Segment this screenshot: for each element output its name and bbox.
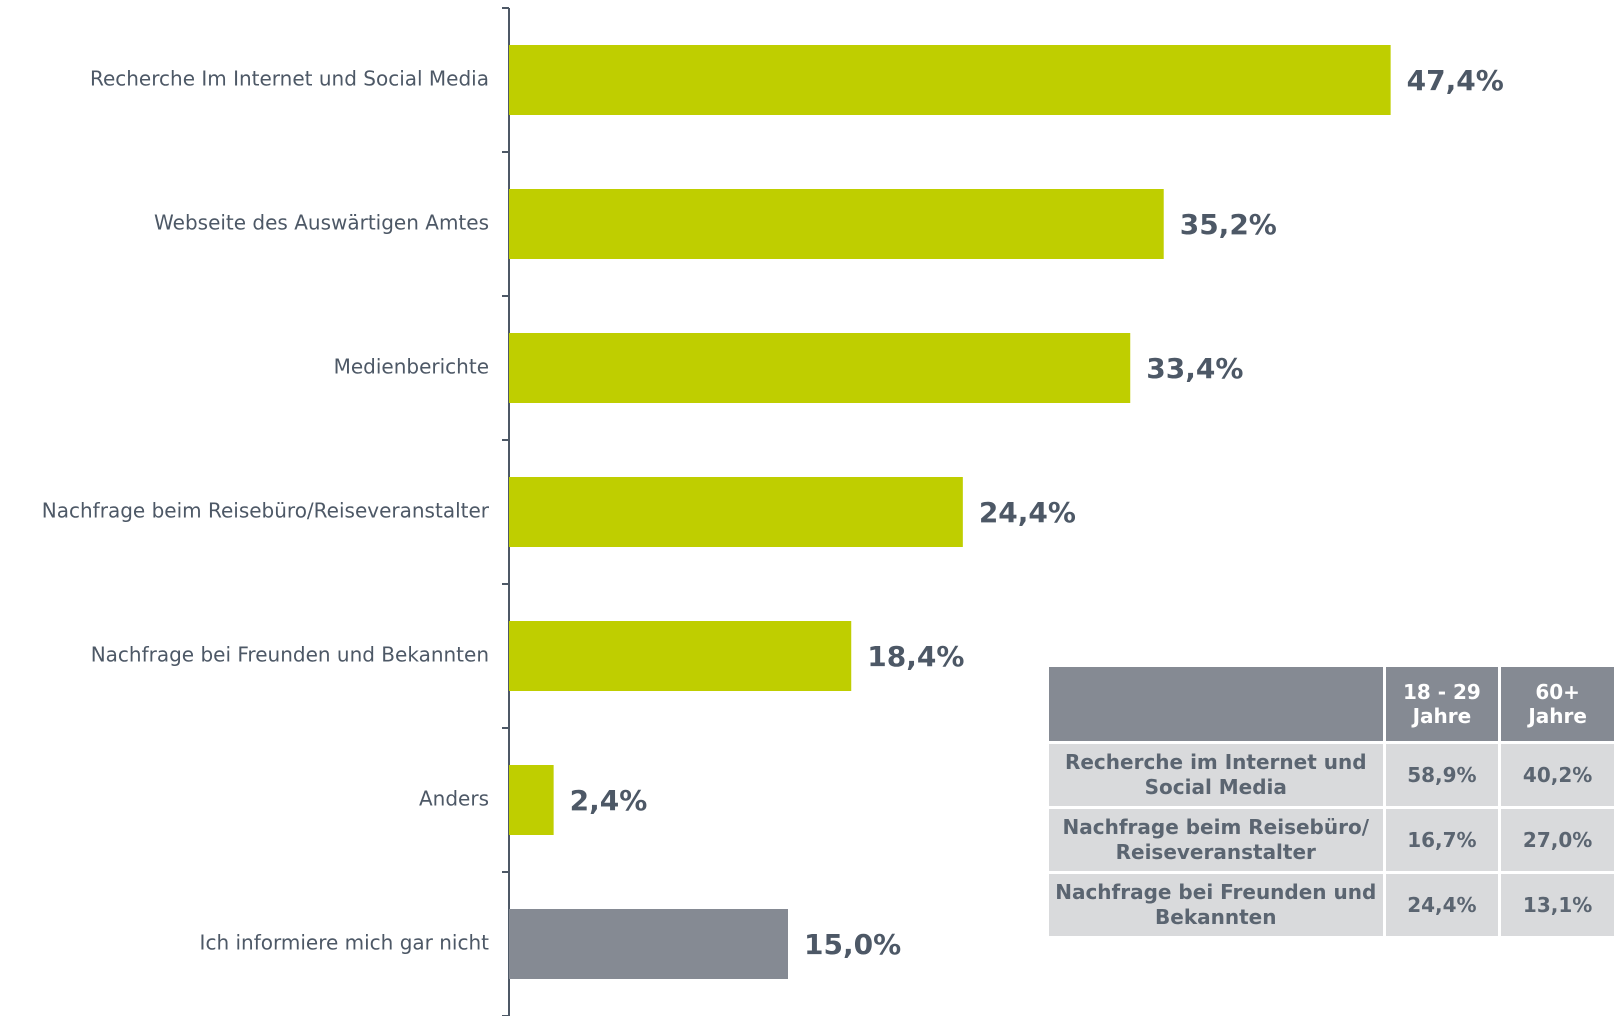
category-label: Nachfrage bei Freunden und Bekannten <box>91 643 489 667</box>
table-cell: Recherche im Internet und Social Media <box>1046 741 1386 809</box>
bar <box>509 45 1391 115</box>
table-cell: 24,4% <box>1382 871 1502 939</box>
table-cell: 27,0% <box>1498 806 1617 874</box>
data-label: 33,4% <box>1146 352 1243 385</box>
category-label: Ich informiere mich gar nicht <box>200 931 490 955</box>
table-cell: Nachfrage bei Freunden und Bekannten <box>1046 871 1386 939</box>
table-cell: Nachfrage beim Reisebüro/ Reiseveranstal… <box>1046 806 1386 874</box>
data-label: 2,4% <box>570 784 648 817</box>
data-label: 15,0% <box>804 928 901 961</box>
data-label: 47,4% <box>1407 64 1504 97</box>
table-header <box>1046 664 1386 744</box>
bar <box>509 909 788 979</box>
data-label: 24,4% <box>979 496 1076 529</box>
bar <box>509 765 554 835</box>
bar <box>509 621 852 691</box>
table-header: 18 - 29 Jahre <box>1382 664 1502 744</box>
bar <box>509 189 1164 259</box>
table-cell: 40,2% <box>1498 741 1617 809</box>
category-label: Medienberichte <box>334 355 489 379</box>
category-label: Recherche Im Internet und Social Media <box>90 67 489 91</box>
table-cell: 16,7% <box>1382 806 1502 874</box>
table-header: 60+ Jahre <box>1498 664 1617 744</box>
age-table: 18 - 29 Jahre 60+ Jahre Recherche im Inter… <box>1046 664 1617 939</box>
bar <box>509 477 963 547</box>
data-label: 35,2% <box>1180 208 1277 241</box>
category-label: Nachfrage beim Reisebüro/Reiseveranstalt… <box>42 499 490 523</box>
table-cell: 13,1% <box>1498 871 1617 939</box>
table-cell: 58,9% <box>1382 741 1502 809</box>
data-label: 18,4% <box>867 640 964 673</box>
bar <box>509 333 1131 403</box>
category-label: Anders <box>419 787 489 811</box>
category-label: Webseite des Auswärtigen Amtes <box>154 211 489 235</box>
